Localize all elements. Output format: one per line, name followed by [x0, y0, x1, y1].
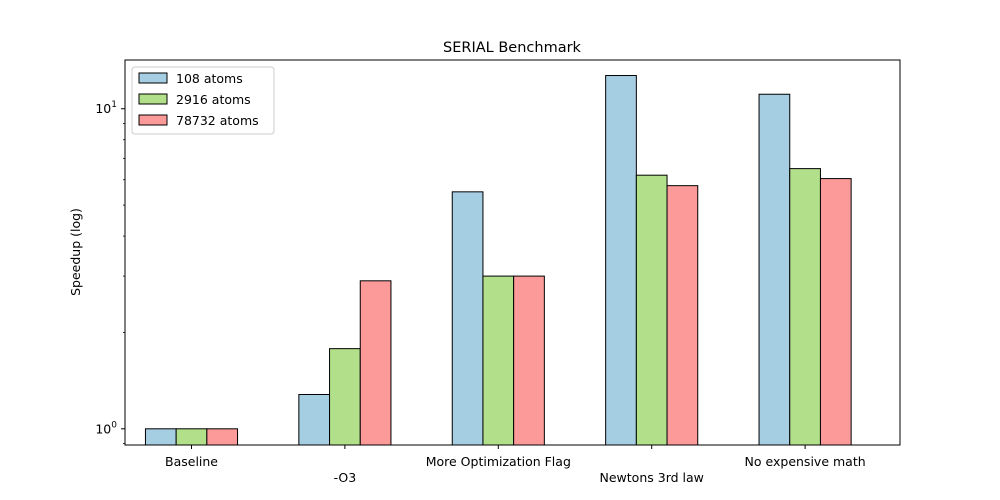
- legend-swatch-78732-atoms: [138, 114, 168, 126]
- bar-o3-108-atoms: [298, 393, 331, 446]
- legend-swatch-2916-atoms: [138, 93, 168, 105]
- bar-baseline-78732-atoms: [206, 428, 239, 446]
- x-tick-label-more-optimization-flag: More Optimization Flag: [426, 454, 571, 469]
- legend-label-108-atoms: 108 atoms: [176, 71, 243, 86]
- bar-more-optimization-flag-2916-atoms: [482, 275, 515, 446]
- bar-baseline-2916-atoms: [175, 428, 208, 446]
- x-ticks-group: Baseline -O3 More Optimization Flag Newtons…: [165, 445, 866, 485]
- bar-no-expensive-math-78732-atoms: [819, 178, 852, 446]
- bar-more-optimization-flag-78732-atoms: [513, 275, 545, 446]
- chart-title: SERIAL Benchmark: [443, 40, 582, 56]
- bar-no-expensive-math-2916-atoms: [789, 168, 821, 446]
- bar-newtons-3rd-law-78732-atoms: [666, 185, 699, 446]
- x-tick-label-no-expensive-math: No expensive math: [745, 454, 866, 469]
- y-axis-label: Speedup (log): [68, 208, 83, 296]
- x-tick-label-newtons-3rd-law: Newtons 3rd law: [600, 470, 704, 485]
- bar-newtons-3rd-law-2916-atoms: [635, 174, 668, 446]
- legend-label-2916-atoms: 2916 atoms: [176, 92, 251, 107]
- plot-frame: [124, 59, 901, 446]
- bar-newtons-3rd-law-108-atoms: [605, 75, 637, 446]
- y-tick-label-10: 101: [95, 100, 117, 116]
- x-tick-label-baseline: Baseline: [165, 454, 218, 469]
- legend: 108 atoms 2916 atoms 78732 atoms: [131, 66, 275, 135]
- bar-more-optimization-flag-108-atoms: [451, 191, 484, 446]
- bars-group: [144, 75, 852, 446]
- legend-swatch-108-atoms: [138, 72, 168, 84]
- bar-no-expensive-math-108-atoms: [758, 93, 791, 446]
- legend-label-78732-atoms: 78732 atoms: [176, 113, 259, 128]
- bar-o3-2916-atoms: [329, 348, 361, 446]
- bar-o3-78732-atoms: [359, 280, 392, 446]
- x-tick-label-o3: -O3: [334, 470, 357, 485]
- y-ticks-group: 100 101: [95, 100, 125, 444]
- bar-baseline-108-atoms: [144, 428, 177, 446]
- y-tick-label-1: 100: [95, 420, 117, 436]
